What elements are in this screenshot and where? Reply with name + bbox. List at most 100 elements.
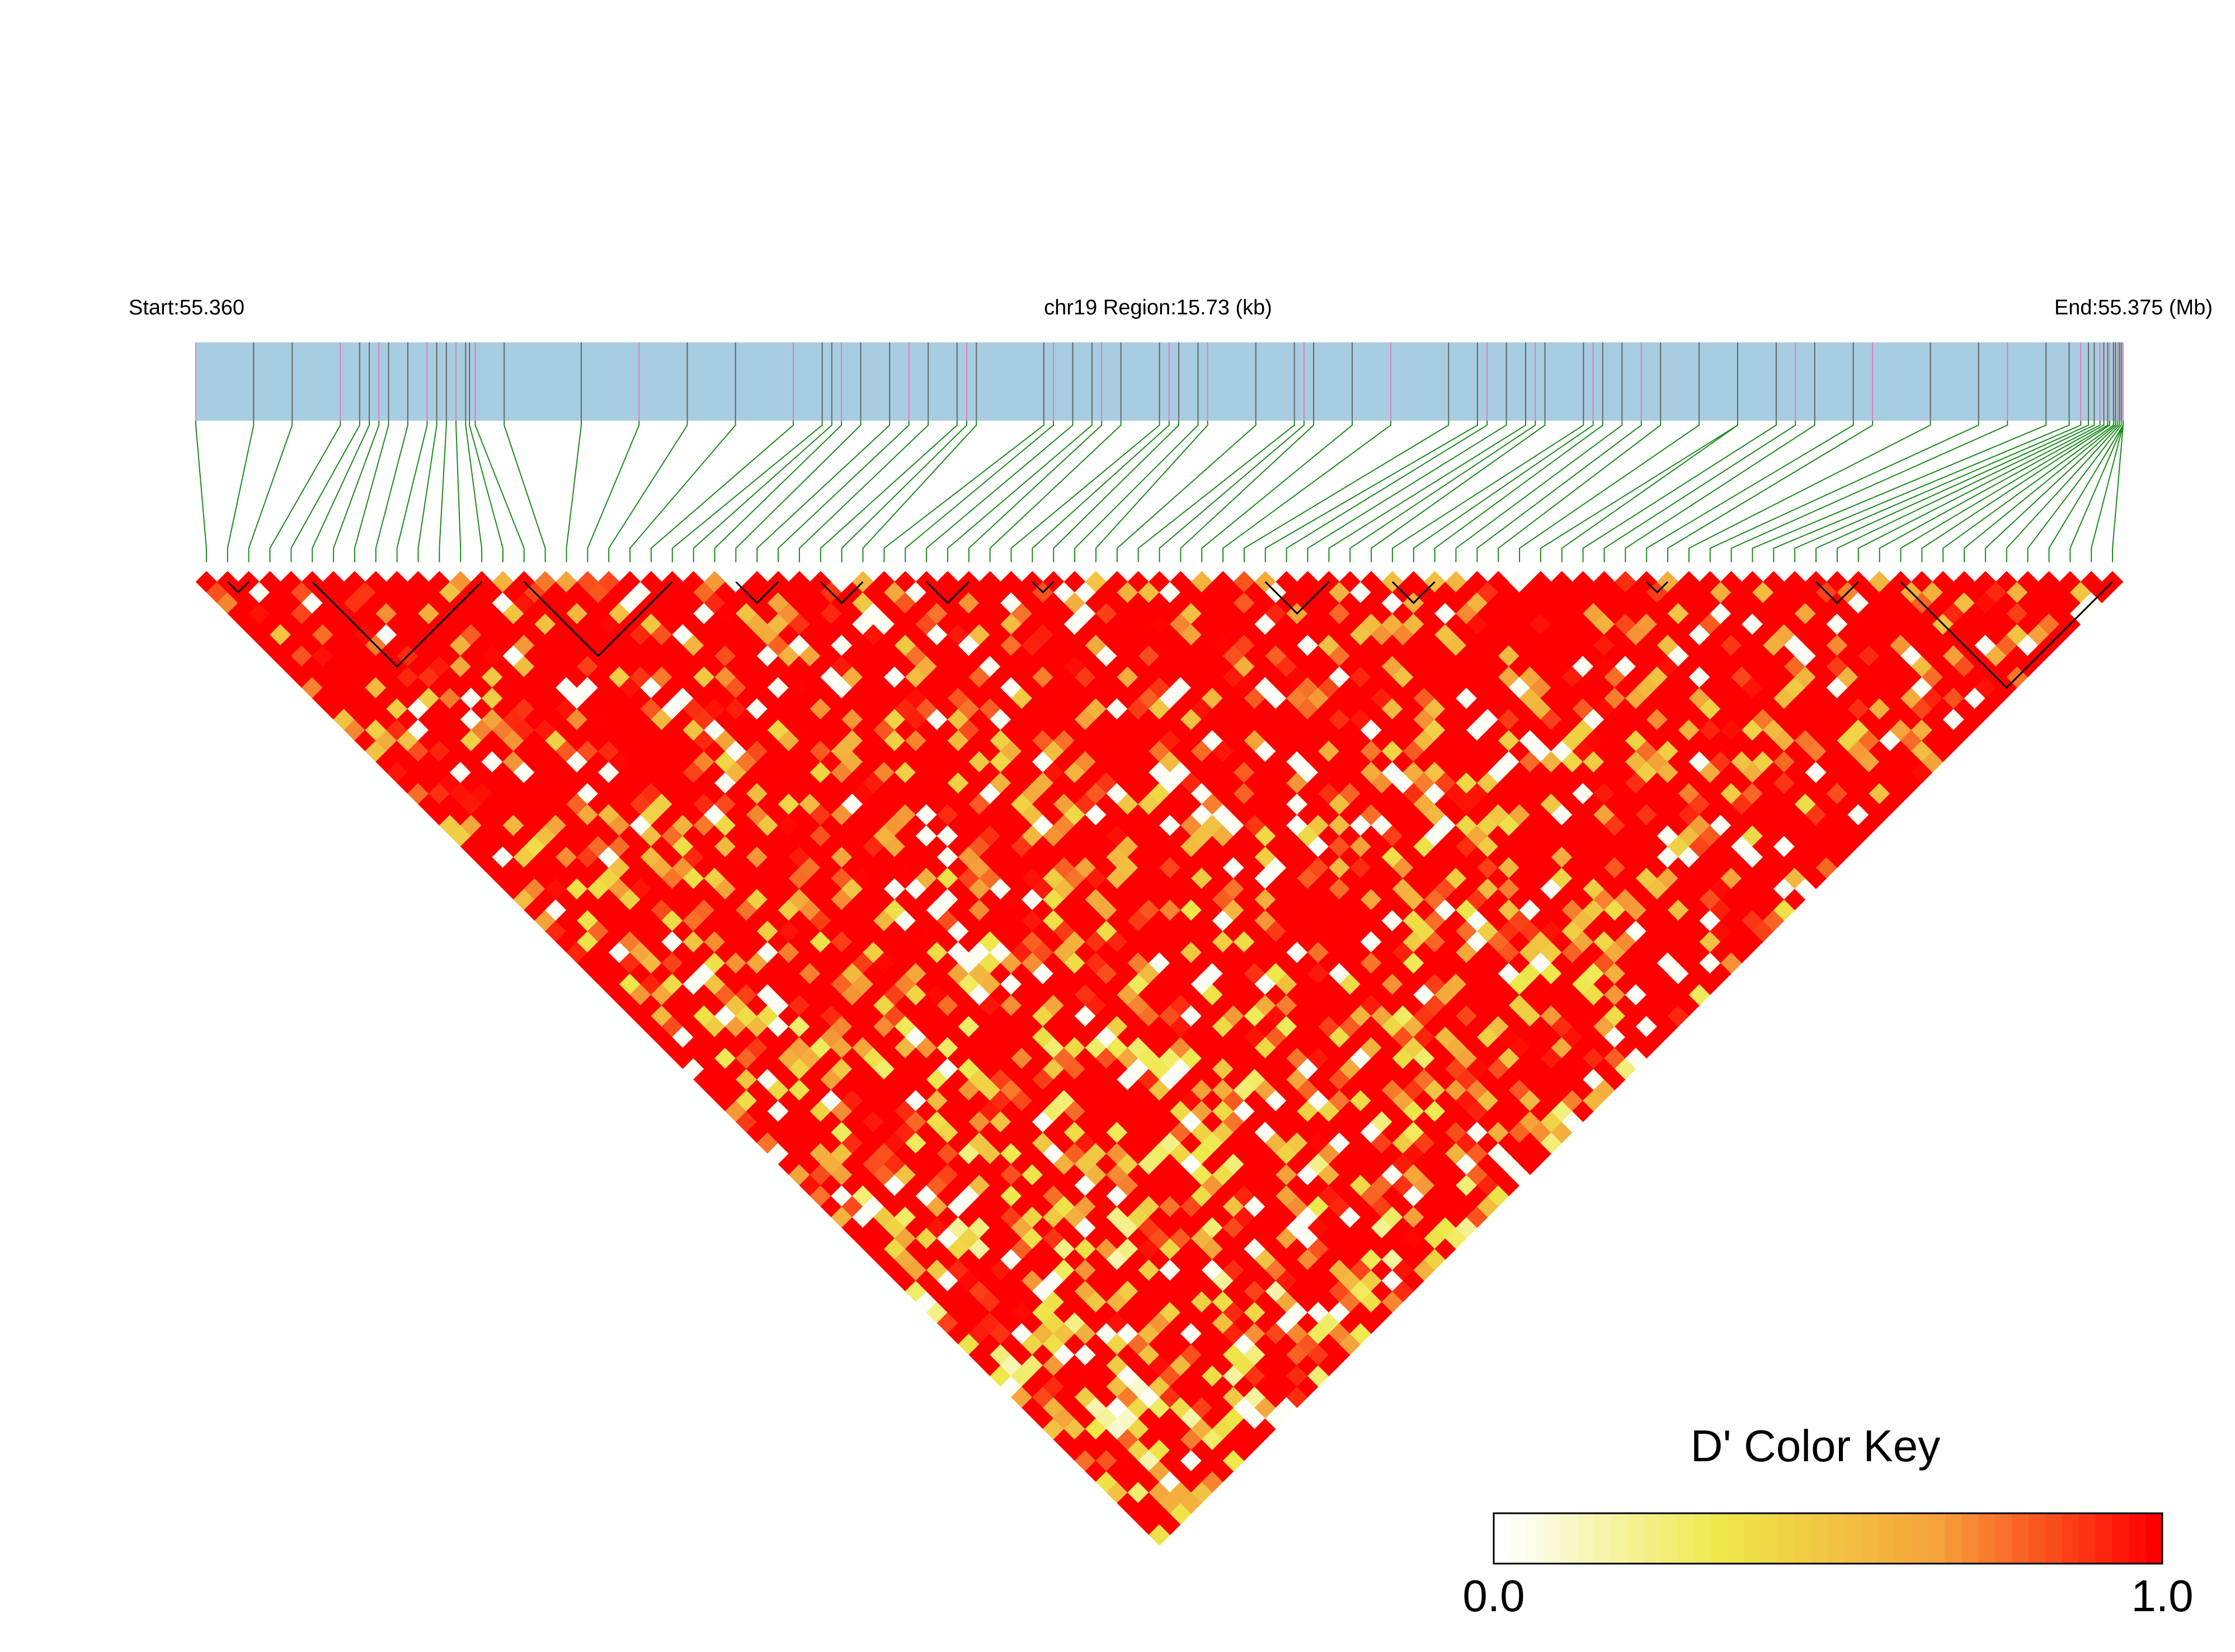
snp-connector [883, 421, 1044, 562]
color-key-swatch [1544, 1513, 1561, 1564]
snp-connector [396, 421, 428, 562]
color-key-swatch [1694, 1513, 1711, 1564]
snp-connector [735, 421, 862, 562]
snp-connector [989, 421, 1122, 562]
color-key-swatch [1895, 1513, 1912, 1564]
snp-connector [566, 421, 582, 562]
color-key-swatch [2029, 1513, 2046, 1564]
color-key-swatch [2078, 1513, 2096, 1564]
snp-connector [439, 421, 447, 562]
color-key-swatch [1560, 1513, 1578, 1564]
snp-connector [1116, 421, 1257, 562]
snp-connector [1201, 421, 1353, 562]
color-key-swatch [1577, 1513, 1594, 1564]
snp-connector [862, 421, 977, 562]
snp-connector [1836, 421, 2095, 562]
snp-connector [227, 421, 255, 562]
color-key-swatch [1995, 1513, 2012, 1564]
snp-connector [1984, 421, 2118, 562]
snp-connector [1582, 421, 1777, 562]
start-label: Start:55.360 [129, 296, 244, 319]
snp-connector [469, 421, 504, 562]
snp-connector [1180, 421, 1315, 562]
color-key-swatch [1794, 1513, 1812, 1564]
snp-ticks [195, 342, 2124, 421]
color-key-swatch [1510, 1513, 1528, 1564]
snp-connector [905, 421, 1055, 562]
snp-connector [947, 421, 1093, 562]
snp-connector [2112, 421, 2124, 562]
snp-connector [1603, 421, 1796, 562]
snp-connector [1688, 421, 1931, 562]
snp-connector [714, 421, 843, 562]
snp-connector [417, 421, 437, 562]
snp-connector [1455, 421, 1623, 562]
snp-connector [1476, 421, 1642, 562]
color-key-swatch [1845, 1513, 1862, 1564]
color-key-swatch [1861, 1513, 1879, 1564]
snp-connector [1137, 421, 1295, 562]
snp-connector [354, 421, 389, 562]
color-key-swatch [1728, 1513, 1745, 1564]
snp-connector [1095, 421, 1208, 562]
snp-connector [504, 421, 546, 562]
color-key-swatch [1594, 1513, 1611, 1564]
color-key-swatch [1761, 1513, 1778, 1564]
color-key-title: D' Color Key [1691, 1421, 1941, 1471]
snp-connector [1391, 421, 1584, 562]
color-key-swatch [2112, 1513, 2129, 1564]
snp-connector [968, 421, 1103, 562]
snp-connector [1815, 421, 2089, 562]
color-key-swatch [1878, 1513, 1895, 1564]
snp-connector [1053, 421, 1179, 562]
snp-connector [1900, 421, 2109, 562]
snp-connector [587, 421, 640, 562]
color-key-swatch [1660, 1513, 1678, 1564]
snp-connector [1434, 421, 1603, 562]
snp-connector [820, 421, 958, 562]
color-key-swatch [2095, 1513, 2112, 1564]
snp-connector [1413, 421, 1594, 562]
color-key-swatch [1961, 1513, 1979, 1564]
snp-connector [1519, 421, 1700, 562]
color-key-swatch [1611, 1513, 1628, 1564]
end-label: End:55.375 (Mb) [2054, 296, 2213, 319]
color-key-swatch [1627, 1513, 1645, 1564]
snp-connector [778, 421, 910, 562]
color-key-swatch [1945, 1513, 1962, 1564]
snp-connector [629, 421, 736, 562]
snp-connector [195, 421, 207, 562]
snp-connector [2006, 421, 2120, 562]
snp-connector [474, 421, 525, 562]
snp-connector [1646, 421, 1854, 562]
snp-connector [290, 421, 360, 562]
ld-heatmap [195, 571, 2124, 1546]
snp-connector [1561, 421, 1738, 562]
color-key-swatch [1527, 1513, 1545, 1564]
color-key-swatch [1744, 1513, 1762, 1564]
snp-connector [2091, 421, 2124, 562]
snp-connector [1010, 421, 1160, 562]
snp-connector [926, 421, 1074, 562]
color-key-swatch [1711, 1513, 1728, 1564]
snp-connectors [195, 421, 2124, 562]
color-key-swatch [2145, 1513, 2163, 1564]
snp-connector [1752, 421, 2047, 562]
snp-connector [2069, 421, 2124, 562]
color-key-swatch [1828, 1513, 1845, 1564]
color-key-max-label: 1.0 [2131, 1571, 2193, 1621]
snp-connector [1942, 421, 2114, 562]
snp-connector [1709, 421, 1979, 562]
color-key-swatch [1777, 1513, 1795, 1564]
snp-connector [1243, 421, 1450, 562]
color-key-swatch [1644, 1513, 1662, 1564]
snp-connector [333, 421, 380, 562]
snp-connector [312, 421, 370, 562]
snp-connector [798, 421, 929, 562]
snp-connector [756, 421, 891, 562]
snp-connector [2027, 421, 2122, 562]
snp-connector [1730, 421, 2008, 562]
snp-connector [1349, 421, 1536, 562]
snp-connector [1964, 421, 2116, 562]
